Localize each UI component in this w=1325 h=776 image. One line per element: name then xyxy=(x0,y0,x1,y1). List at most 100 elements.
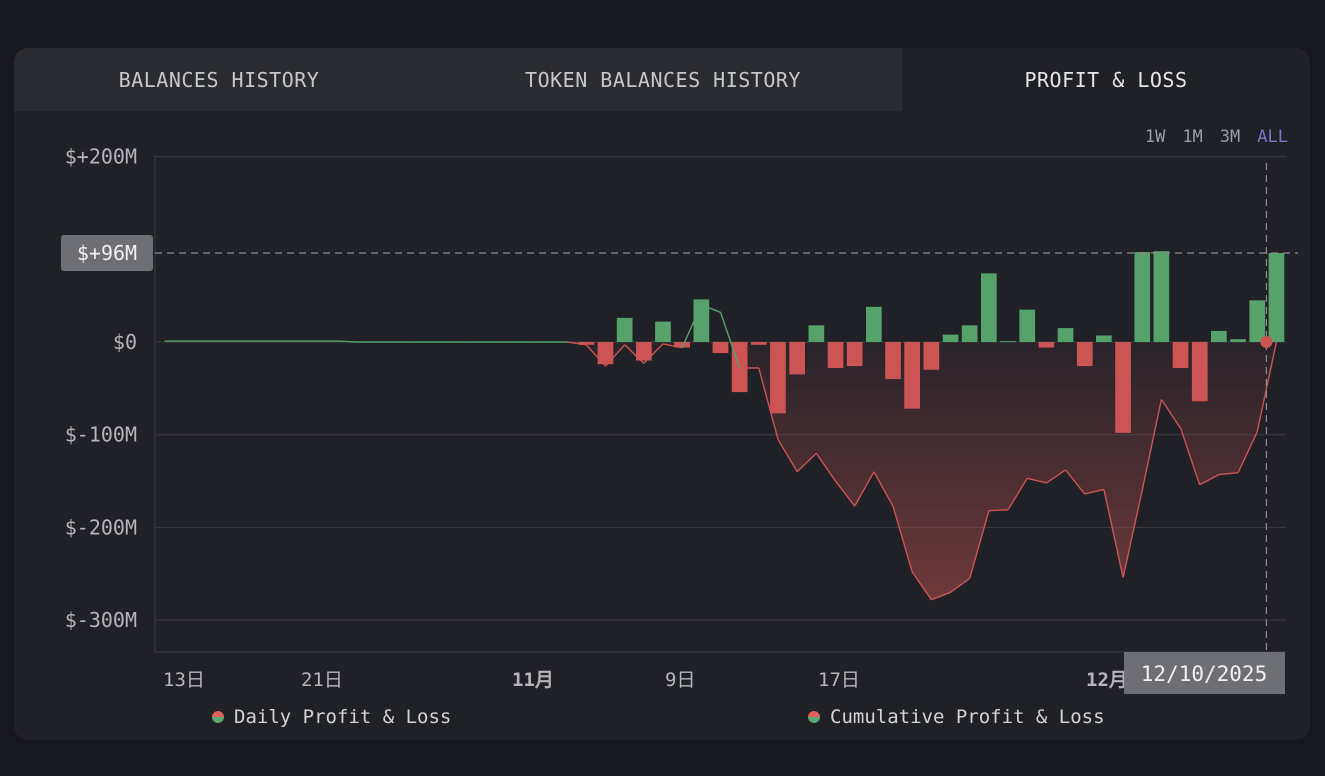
y-tick-label: $+200M xyxy=(65,145,137,169)
daily-pnl-bar[interactable] xyxy=(846,342,863,367)
daily-pnl-bar[interactable] xyxy=(1211,330,1227,342)
cumulative-line-segment xyxy=(643,343,664,364)
cumulative-line-segment xyxy=(1122,490,1143,578)
x-tick-label: 13日 xyxy=(163,669,205,691)
cumulative-line-segment xyxy=(1103,489,1124,578)
daily-pnl-bar[interactable] xyxy=(923,342,940,370)
daily-pnl-bar[interactable] xyxy=(1268,253,1285,342)
cumulative-line-segment xyxy=(1237,431,1258,473)
range-3m[interactable]: 3M xyxy=(1219,127,1241,147)
legend-cumulative-dot-icon xyxy=(808,711,820,723)
daily-pnl-bar[interactable] xyxy=(1153,251,1170,342)
legend-daily-label: Daily Profit & Loss xyxy=(234,706,452,728)
pnl-panel: BALANCES HISTORY TOKEN BALANCES HISTORY … xyxy=(14,48,1310,740)
tab-balances-history[interactable]: BALANCES HISTORY xyxy=(14,48,424,111)
cumulative-line-segment xyxy=(873,471,894,507)
daily-pnl-bar[interactable] xyxy=(674,342,690,348)
x-tick-label: 11月 xyxy=(512,669,554,691)
daily-pnl-bar[interactable] xyxy=(789,342,805,375)
cumulative-line-segment xyxy=(1084,488,1105,495)
hover-value-label: $+96M xyxy=(77,241,137,265)
daily-pnl-bar[interactable] xyxy=(866,306,882,342)
daily-pnl-bar[interactable] xyxy=(1057,328,1074,342)
tab-token-balances-history[interactable]: TOKEN BALANCES HISTORY xyxy=(424,48,902,111)
daily-pnl-bar[interactable] xyxy=(1172,342,1189,368)
x-tick-label: 12月 xyxy=(1086,669,1128,691)
range-all[interactable]: ALL xyxy=(1257,127,1288,147)
daily-pnl-bar[interactable] xyxy=(1076,342,1093,367)
daily-pnl-bar[interactable] xyxy=(616,317,633,342)
daily-pnl-bar[interactable] xyxy=(655,321,671,342)
daily-pnl-bar[interactable] xyxy=(1038,342,1055,348)
cumulative-line-segment xyxy=(566,341,587,346)
tab-bar: BALANCES HISTORY TOKEN BALANCES HISTORY … xyxy=(14,48,1310,111)
hover-point-icon[interactable] xyxy=(1260,336,1273,348)
x-tick-label: 21日 xyxy=(301,669,343,691)
cumulative-line-segment xyxy=(969,510,990,579)
legend-cumulative[interactable]: Cumulative Profit & Loss xyxy=(808,706,1105,728)
pnl-chart[interactable]: $+200M $0 $-100M $-200M $-300M $+96M 13日 21日 11月… xyxy=(14,48,1310,740)
cumulative-line-segment xyxy=(988,509,1009,512)
cumulative-area xyxy=(164,342,1277,600)
tab-profit-loss[interactable]: PROFIT & LOSS xyxy=(902,48,1310,111)
cumulative-line-segment xyxy=(1179,427,1201,486)
cumulative-line-segment xyxy=(950,577,971,593)
cumulative-line-segment xyxy=(1027,477,1047,484)
cumulative-line-segment xyxy=(1256,341,1278,433)
cumulative-line-segment xyxy=(1199,473,1220,486)
cumulative-line-segment xyxy=(815,452,837,482)
cumulative-line-segment xyxy=(911,571,932,601)
daily-pnl-bar[interactable] xyxy=(751,342,767,345)
legend-daily[interactable]: Daily Profit & Loss xyxy=(212,706,451,728)
daily-pnl-bar[interactable] xyxy=(942,334,959,342)
daily-pnl-bar[interactable] xyxy=(1230,339,1246,342)
cumulative-line-segment xyxy=(892,505,913,573)
cumulative-line-segment xyxy=(796,452,817,473)
hover-date-label: 12/10/2025 xyxy=(1141,662,1267,686)
daily-pnl-bar[interactable] xyxy=(597,342,614,365)
y-tick-label: $-100M xyxy=(65,423,137,447)
daily-pnl-bar[interactable] xyxy=(808,325,825,342)
range-1m[interactable]: 1M xyxy=(1182,127,1203,147)
daily-pnl-bar[interactable] xyxy=(1019,309,1036,342)
cumulative-line-segment xyxy=(1218,472,1239,476)
x-tick-label: 17日 xyxy=(818,669,860,691)
range-1w[interactable]: 1W xyxy=(1144,127,1166,147)
cumulative-line-segment xyxy=(701,304,721,313)
cumulative-line-segment xyxy=(931,591,951,601)
hover-value-tag xyxy=(61,235,153,272)
cumulative-line-segment xyxy=(758,367,779,440)
daily-pnl-bar[interactable] xyxy=(1249,300,1266,342)
legend-cumulative-label: Cumulative Profit & Loss xyxy=(830,706,1105,728)
daily-pnl-bar[interactable] xyxy=(578,342,595,345)
daily-pnl-bar[interactable] xyxy=(827,342,844,368)
daily-pnl-bar[interactable] xyxy=(1000,341,1016,342)
cumulative-line-segment xyxy=(662,343,683,349)
y-tick-label: $0 xyxy=(113,330,137,354)
cumulative-line-segment xyxy=(834,480,856,507)
daily-pnl-bar[interactable] xyxy=(904,342,920,409)
daily-pnl-bar[interactable] xyxy=(1096,335,1112,343)
cumulative-line-segment xyxy=(624,344,645,364)
x-tick-label: 9日 xyxy=(665,669,695,691)
daily-pnl-bar[interactable] xyxy=(885,342,901,380)
cumulative-line-segment xyxy=(681,304,702,348)
cumulative-line-segment xyxy=(1007,477,1028,511)
daily-pnl-bar[interactable] xyxy=(1115,342,1131,433)
daily-pnl-bar[interactable] xyxy=(636,342,652,361)
legend-daily-dot-icon xyxy=(212,711,224,723)
daily-pnl-bar[interactable] xyxy=(981,273,997,342)
cumulative-line-segment xyxy=(719,312,741,369)
daily-pnl-bar[interactable] xyxy=(712,342,729,354)
daily-pnl-bar[interactable] xyxy=(693,299,710,342)
cumulative-line-segment xyxy=(1046,469,1066,484)
range-selector: 1W 1M 3M ALL xyxy=(1145,127,1288,147)
cumulative-line-segment xyxy=(585,344,607,367)
daily-pnl-bar[interactable] xyxy=(1134,252,1151,342)
y-tick-label: $-300M xyxy=(65,608,137,632)
daily-pnl-bar[interactable] xyxy=(1191,342,1208,402)
cumulative-line-segment xyxy=(337,340,357,343)
hover-date-tag xyxy=(1124,652,1285,694)
daily-pnl-bar[interactable] xyxy=(770,342,786,414)
daily-pnl-bar[interactable] xyxy=(961,325,978,342)
